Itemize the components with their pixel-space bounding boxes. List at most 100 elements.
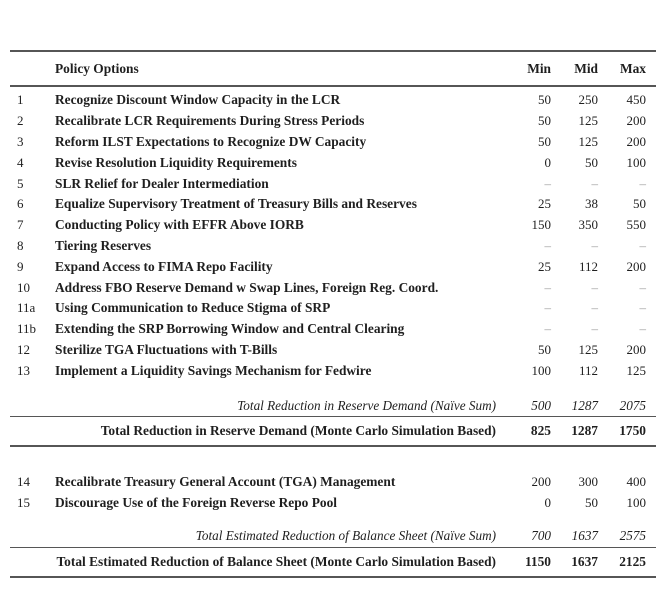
monte-carlo-total-row-reserve-demand: Total Reduction in Reserve Demand (Monte… [10,417,656,445]
max-value: – [639,300,647,316]
row-number: 6 [17,196,24,212]
row-number: 8 [17,237,24,253]
section1-rows: 1 Recognize Discount Window Capacity in … [10,87,656,382]
min-value: 0 [544,154,552,170]
monte-carlo-total-label: Total Reduction in Reserve Demand (Monte… [100,423,496,439]
policy-option-label: Extending the SRP Borrowing Window and C… [55,321,405,337]
row-number: 1 [17,92,24,108]
min-value: 50 [538,133,551,149]
min-value: 100 [531,362,552,378]
section-gap [10,447,656,468]
monte-carlo-total-row-balance-sheet: Total Estimated Reduction of Balance She… [10,548,656,576]
naive-total-mid-value: 1287 [571,397,598,413]
header-rule [10,85,656,87]
row-number: 7 [17,217,24,233]
naive-total-row-balance-sheet: Total Estimated Reduction of Balance She… [10,526,656,547]
row-number: 5 [17,175,24,191]
policy-option-label: Discourage Use of the Foreign Reverse Re… [55,494,338,510]
mid-value: 125 [578,133,599,149]
table-row: 9 Expand Access to FIMA Repo Facility 25… [10,256,656,277]
min-value: 25 [538,196,551,212]
row-number: 4 [17,154,24,170]
bottom-rule [10,576,656,578]
table-row: 5 SLR Relief for Dealer Intermediation –… [10,173,656,194]
row-number: 15 [17,494,30,510]
monte-carlo-total-max-value: 2125 [619,554,646,570]
column-header-max: Max [619,60,646,76]
naive-total-label: Total Reduction in Reserve Demand (Naïve… [237,397,496,413]
min-value: 200 [531,473,552,489]
mid-value: – [591,321,599,337]
max-value: – [639,321,647,337]
mid-value: 50 [585,494,598,510]
max-value: 50 [633,196,646,212]
policy-option-label: Expand Access to FIMA Repo Facility [55,258,273,274]
table-row: 4 Revise Resolution Liquidity Requiremen… [10,152,656,173]
mid-value: 125 [578,113,599,129]
max-value: 125 [626,362,647,378]
top-rule [10,50,656,52]
table-header-row: Policy Options Min Mid Max [10,52,656,85]
table-row: 6 Equalize Supervisory Treatment of Trea… [10,194,656,215]
table-row: 15 Discourage Use of the Foreign Reverse… [10,492,656,513]
table-row: 12 Sterilize TGA Fluctuations with T-Bil… [10,340,656,361]
min-value: 0 [544,494,552,510]
policy-option-label: Tiering Reserves [55,237,152,253]
row-number: 3 [17,133,24,149]
column-header-min: Min [527,60,551,76]
min-value: – [544,321,552,337]
mid-value: 112 [578,362,598,378]
max-value: 200 [626,133,647,149]
mid-rule [10,445,656,447]
min-value: 25 [538,258,551,274]
table-row: 8 Tiering Reserves – – – [10,236,656,257]
row-number: 13 [17,362,30,378]
table-row: 1 Recognize Discount Window Capacity in … [10,90,656,111]
naive-total-min-value: 500 [531,397,551,413]
monte-carlo-total-min-value: 825 [530,423,551,439]
min-value: – [544,300,552,316]
min-value: – [544,175,552,191]
mid-value: – [591,300,599,316]
table-row: 10 Address FBO Reserve Demand w Swap Lin… [10,277,656,298]
table-row: 3 Reform ILST Expectations to Recognize … [10,132,656,153]
mid-value: – [591,237,599,253]
mid-value: 50 [585,154,598,170]
policy-option-label: Conducting Policy with EFFR Above IORB [55,217,304,233]
row-number: 9 [17,258,24,274]
table-row: 11a Using Communication to Reduce Stigma… [10,298,656,319]
monte-carlo-total-max-value: 1750 [619,423,646,439]
max-value: – [639,279,647,295]
mid-rule [10,546,656,549]
row-number: 2 [17,113,24,129]
policy-option-label: Recalibrate Treasury General Account (TG… [55,473,396,489]
naive-total-max-value: 2075 [619,397,646,413]
mid-value: 125 [578,341,599,357]
min-value: 50 [538,113,551,129]
table-row: 2 Recalibrate LCR Requirements During St… [10,111,656,132]
max-value: 200 [626,113,647,129]
table-row: 7 Conducting Policy with EFFR Above IORB… [10,215,656,236]
policy-option-label: Address FBO Reserve Demand w Swap Lines,… [55,279,439,295]
policy-option-label: Recognize Discount Window Capacity in th… [55,92,341,108]
mid-value: – [591,279,599,295]
mid-value: 250 [578,92,599,108]
max-value: 100 [626,154,647,170]
policy-option-label: Sterilize TGA Fluctuations with T-Bills [55,341,278,357]
naive-total-label: Total Estimated Reduction of Balance She… [195,528,496,544]
max-value: – [639,237,647,253]
mid-value: 350 [578,217,599,233]
mid-value: 300 [578,473,599,489]
max-value: – [639,175,647,191]
table-row: 14 Recalibrate Treasury General Account … [10,471,656,492]
naive-total-min-value: 700 [531,528,551,544]
policy-option-label: Reform ILST Expectations to Recognize DW… [55,133,367,149]
max-value: 550 [626,217,647,233]
min-value: 50 [538,341,551,357]
top-margin [0,0,671,50]
policy-option-label: Using Communication to Reduce Stigma of … [55,300,331,316]
mid-value: 38 [585,196,598,212]
policy-option-label: Revise Resolution Liquidity Requirements [55,154,297,170]
max-value: 450 [626,92,647,108]
row-number: 11a [17,300,36,316]
